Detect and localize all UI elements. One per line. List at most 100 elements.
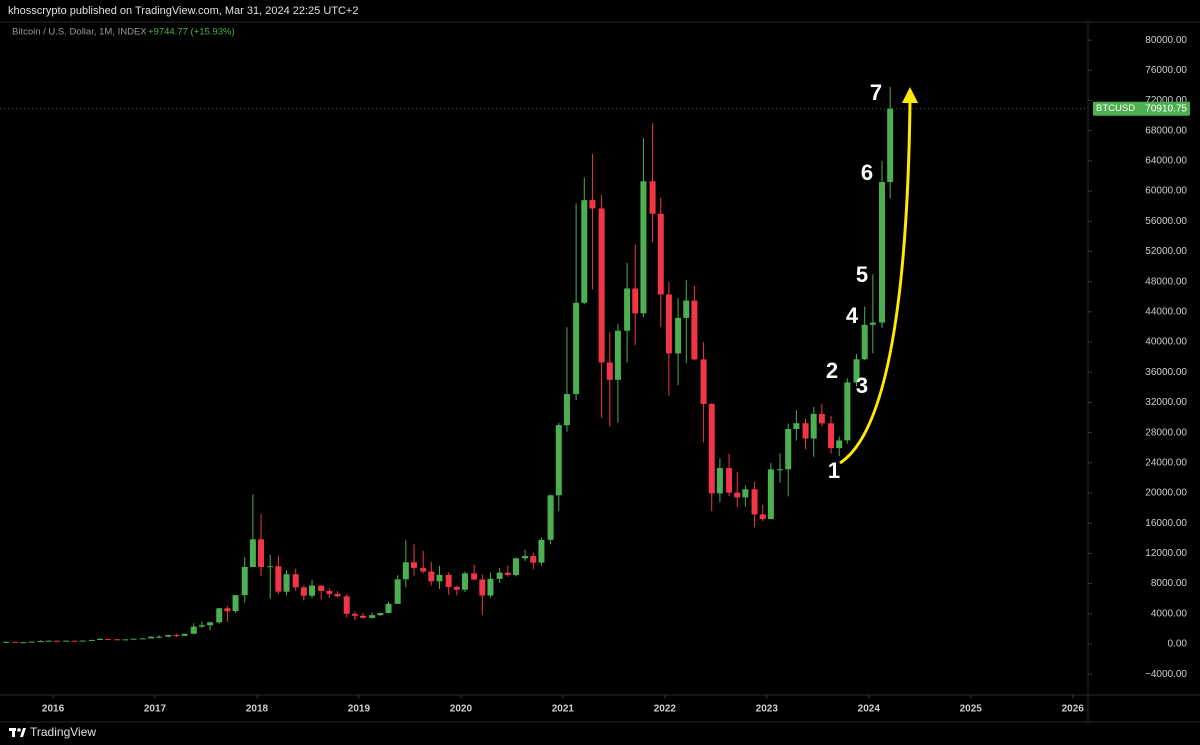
candle-body — [538, 539, 545, 563]
candle-body — [283, 574, 290, 592]
trend-arrow — [839, 101, 912, 465]
candle-body — [512, 558, 519, 575]
price-badge-symbol: BTCUSD — [1096, 103, 1135, 114]
y-tick-label: 72000.00 — [1145, 95, 1187, 106]
candle-body — [818, 413, 825, 424]
candle-body — [828, 423, 835, 449]
candle-body — [683, 300, 690, 318]
candle-body — [410, 562, 417, 568]
candle-body — [734, 492, 741, 498]
candle-body — [853, 359, 860, 383]
candle-body — [665, 294, 672, 354]
y-tick-label: 12000.00 — [1145, 548, 1187, 559]
candle-body — [649, 181, 656, 214]
candle-body — [275, 566, 282, 592]
candle-body — [63, 640, 70, 642]
candle-body — [45, 640, 52, 642]
y-tick-label: 4000.00 — [1151, 608, 1188, 619]
candle-body — [751, 489, 758, 515]
candle-body — [708, 403, 715, 494]
candle-body — [589, 200, 596, 209]
candle-body — [369, 615, 376, 618]
y-tick-label: 8000.00 — [1151, 578, 1188, 589]
candle-body — [861, 324, 868, 360]
annotation: 7 — [870, 80, 882, 105]
candle-body — [632, 288, 639, 314]
candle-body — [726, 468, 733, 493]
candle-body — [351, 613, 358, 616]
candle-body — [479, 579, 486, 596]
candle-body — [54, 640, 61, 642]
y-tick-label: 0.00 — [1168, 639, 1188, 650]
y-tick-label: 16000.00 — [1145, 518, 1187, 529]
annotations: 1 2 3 4 5 6 7 — [826, 80, 882, 483]
candle-body — [461, 573, 468, 590]
candle-body — [598, 208, 605, 363]
x-tick-label: 2024 — [858, 704, 881, 715]
candle-body — [232, 595, 239, 612]
candle-body — [20, 642, 27, 644]
candle-body — [122, 639, 129, 641]
candle-body — [267, 566, 274, 568]
y-tick-label: 68000.00 — [1145, 125, 1187, 136]
candle-body — [869, 322, 876, 325]
y-tick-label: 48000.00 — [1145, 276, 1187, 287]
candle-body — [691, 300, 698, 360]
candle-body — [810, 413, 817, 439]
candle-body — [3, 641, 10, 643]
candle-body — [334, 593, 341, 597]
candle-body — [675, 317, 682, 354]
candle-body — [742, 489, 749, 498]
y-tick-label: 60000.00 — [1145, 186, 1187, 197]
candle-body — [71, 640, 78, 642]
candle-body — [640, 181, 647, 314]
candle-body — [428, 571, 435, 582]
candle-body — [318, 585, 325, 591]
y-tick-label: 20000.00 — [1145, 488, 1187, 499]
candle-body — [420, 567, 427, 572]
candle-body — [802, 423, 809, 439]
y-tick-label: 36000.00 — [1145, 367, 1187, 378]
candle-body — [300, 587, 307, 596]
x-tick-label: 2017 — [144, 704, 167, 715]
candle-body — [624, 288, 631, 331]
x-tick-label: 2019 — [348, 704, 371, 715]
candle-body — [759, 514, 766, 520]
change-label: +9744.77 (+15.93%) — [148, 27, 235, 38]
candle-body — [105, 638, 112, 640]
candle-body — [716, 468, 723, 494]
candle-body — [522, 556, 529, 559]
y-tick-label: 76000.00 — [1145, 65, 1187, 76]
candle-body — [360, 615, 367, 618]
candle-body — [190, 626, 197, 634]
x-tick-label: 2016 — [42, 704, 65, 715]
candle-body — [496, 572, 503, 579]
x-tick-label: 2025 — [960, 704, 983, 715]
y-tick-label: 28000.00 — [1145, 427, 1187, 438]
candle-body — [207, 622, 214, 626]
footer-logo — [9, 728, 26, 737]
logo-part — [20, 728, 26, 737]
candle-body — [581, 200, 588, 303]
x-tick-label: 2022 — [654, 704, 677, 715]
annotation: 1 — [828, 458, 840, 483]
candle-body — [224, 608, 231, 612]
candle-body — [547, 495, 554, 540]
candle-body — [377, 613, 384, 616]
price-badge — [1093, 101, 1190, 116]
y-tick-label: 40000.00 — [1145, 337, 1187, 348]
x-tick-label: 2023 — [756, 704, 779, 715]
candle-body — [555, 425, 562, 496]
header-text: khosscrypto published on TradingView.com… — [8, 5, 358, 17]
candle-body — [844, 382, 851, 441]
candle-body — [156, 636, 163, 638]
candle-body — [530, 556, 537, 563]
candle-body — [326, 590, 333, 594]
candle-body — [37, 641, 44, 643]
candle-body — [249, 539, 256, 567]
candle-body — [887, 108, 894, 183]
x-tick-label: 2026 — [1062, 704, 1085, 715]
candle-body — [216, 608, 223, 623]
candle-body — [173, 634, 180, 636]
